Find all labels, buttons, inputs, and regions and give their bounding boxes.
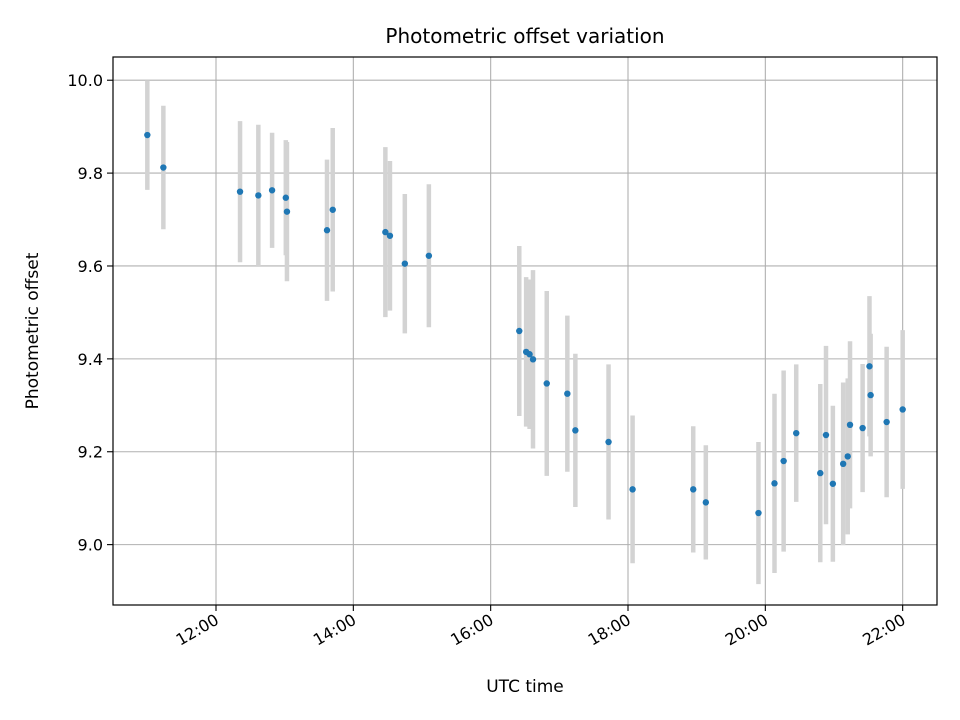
data-point <box>846 421 854 429</box>
data-point <box>702 499 710 506</box>
data-point <box>629 486 636 493</box>
data-point <box>883 418 890 426</box>
data-point <box>793 429 800 437</box>
data-point <box>755 509 762 517</box>
y-tick-label: 9.0 <box>78 536 103 555</box>
data-point <box>323 227 331 234</box>
data-point <box>839 460 847 468</box>
data-point <box>283 208 291 215</box>
data-point <box>282 194 290 201</box>
data-point <box>564 390 571 397</box>
data-point <box>425 252 433 259</box>
y-tick-label: 9.2 <box>78 443 103 462</box>
data-point <box>529 356 537 363</box>
data-points <box>144 131 906 517</box>
data-point <box>899 406 906 413</box>
data-point <box>690 486 697 493</box>
data-point <box>255 192 262 199</box>
y-axis-ticks: 9.0 9.2 9.4 9.6 9.8 10.0 <box>67 71 113 555</box>
y-axis-title: Photometric offset <box>23 252 43 409</box>
chart-title: Photometric offset variation <box>385 24 664 48</box>
data-point <box>866 363 873 370</box>
y-tick-label: 10.0 <box>67 71 103 90</box>
data-point <box>859 424 866 432</box>
y-tick-label: 9.6 <box>78 257 103 276</box>
data-point <box>329 206 336 213</box>
y-tick-label: 9.4 <box>78 350 103 369</box>
data-point <box>605 438 612 446</box>
data-point <box>268 187 276 194</box>
x-axis-title: UTC time <box>486 677 564 697</box>
data-point <box>822 431 830 439</box>
data-point <box>401 260 409 267</box>
data-point <box>236 188 244 195</box>
data-point <box>144 131 151 139</box>
data-point <box>867 391 874 399</box>
data-point <box>572 427 579 434</box>
data-point <box>829 480 837 487</box>
data-point <box>780 457 787 465</box>
data-point <box>844 453 851 460</box>
data-point <box>516 327 523 335</box>
data-point <box>817 469 824 477</box>
data-point <box>160 164 167 171</box>
data-point <box>771 480 778 487</box>
plot-frame <box>112 56 938 606</box>
data-point <box>386 232 394 239</box>
data-point <box>382 228 389 236</box>
data-point <box>526 351 533 358</box>
y-tick-label: 9.8 <box>78 164 103 183</box>
data-point <box>543 380 550 387</box>
